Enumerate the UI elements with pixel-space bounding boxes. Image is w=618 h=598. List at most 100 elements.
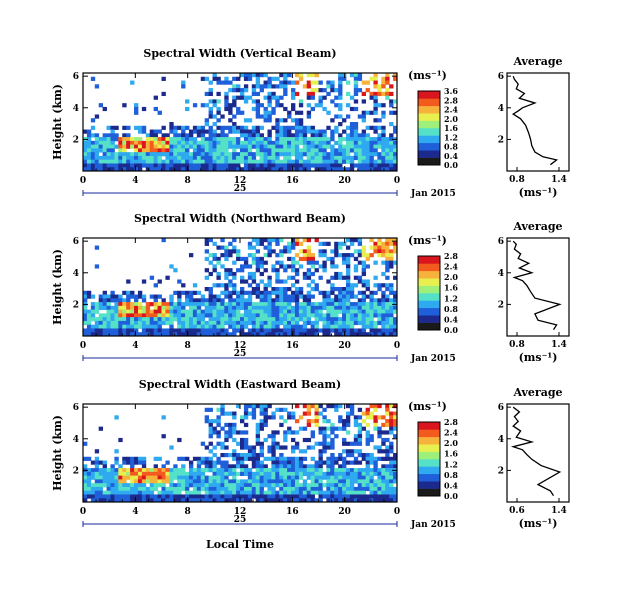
heatmap-cell	[294, 163, 300, 168]
heatmap-cell	[240, 468, 245, 473]
heatmap-cell	[322, 140, 327, 146]
heatmap-cell	[271, 490, 276, 495]
heatmap-cell	[130, 494, 135, 499]
heatmap-cell	[326, 483, 331, 488]
heatmap-cell	[228, 486, 233, 492]
heatmap-cell	[165, 144, 170, 149]
heatmap-cell	[192, 328, 198, 333]
heatmap-cell	[212, 445, 217, 450]
x-tick-label: 12	[234, 507, 247, 517]
heatmap-cell	[208, 114, 213, 119]
heatmap-cell	[118, 468, 123, 473]
colorbar-swatch	[418, 451, 440, 460]
heatmap-cell	[314, 464, 319, 469]
heatmap-cell	[188, 137, 194, 142]
heatmap-cell	[298, 163, 304, 168]
heatmap-cell	[220, 155, 225, 161]
heatmap-cell	[177, 144, 182, 149]
heatmap-cell	[149, 144, 155, 149]
heatmap-cell	[114, 486, 119, 492]
heatmap-cell	[204, 494, 210, 499]
heatmap-cell	[169, 152, 174, 157]
heatmap-cell	[145, 328, 151, 333]
heatmap-cell	[349, 238, 355, 243]
heatmap-cell	[157, 309, 162, 314]
heatmap-cell	[314, 302, 319, 307]
heatmap-cell	[330, 404, 335, 409]
heatmap-cell	[240, 294, 245, 299]
heatmap-cell	[349, 95, 355, 100]
heatmap-cell	[385, 294, 390, 299]
heatmap-cell	[283, 302, 288, 307]
heatmap-cell	[165, 328, 170, 333]
heatmap-cell	[228, 294, 233, 299]
heatmap-cell	[361, 479, 367, 484]
heatmap-cell	[169, 302, 174, 307]
heatmap-cell	[393, 475, 398, 480]
heatmap-cell	[251, 84, 257, 89]
heatmap-cell	[283, 245, 288, 250]
heatmap-cell	[385, 76, 390, 81]
heatmap-cell	[240, 437, 245, 443]
heatmap-cell	[236, 404, 241, 409]
heatmap-cell	[361, 328, 367, 333]
heatmap-cell	[338, 479, 343, 484]
heatmap-cell	[192, 332, 198, 337]
heatmap-cell	[381, 137, 386, 142]
heatmap-cell	[342, 159, 347, 164]
heatmap-cell	[153, 155, 158, 161]
heatmap-cell	[275, 290, 280, 295]
heatmap-cell	[240, 302, 245, 307]
heatmap-cell	[126, 332, 131, 337]
heatmap-cell	[389, 84, 394, 89]
heatmap-cell	[169, 155, 174, 161]
heatmap-cell	[330, 305, 335, 311]
heatmap-cell	[294, 253, 300, 258]
heatmap-cells	[83, 73, 398, 172]
heatmap-cell	[377, 494, 382, 499]
heatmap-cell	[291, 317, 296, 322]
heatmap-cell	[314, 80, 319, 85]
heatmap-cell	[161, 498, 166, 503]
heatmap-cell	[216, 441, 221, 446]
heatmap-cell	[342, 494, 347, 499]
heatmap-cell	[90, 498, 96, 503]
heatmap-cell	[153, 464, 158, 469]
heatmap-cell	[314, 155, 319, 161]
x-tick-label: 0	[80, 341, 86, 351]
heatmap-cell	[259, 88, 264, 93]
heatmap-cell	[345, 290, 351, 295]
heatmap-cell	[263, 437, 268, 443]
heatmap-cell	[353, 434, 359, 439]
heatmap-cell	[208, 88, 213, 93]
heatmap-cell	[314, 309, 319, 314]
heatmap-cell	[208, 125, 213, 130]
heatmap-cell	[255, 159, 261, 164]
heatmap-cell	[232, 245, 237, 250]
heatmap-cell	[204, 332, 210, 337]
heatmap-cell	[102, 475, 107, 480]
heatmap-cell	[259, 125, 264, 130]
heatmap-cell	[306, 471, 312, 477]
heatmap-cell	[385, 275, 390, 280]
heatmap-cell	[255, 475, 261, 480]
heatmap-cell	[385, 302, 390, 307]
heatmap-cell	[130, 290, 135, 295]
heatmap-cell	[200, 324, 206, 329]
heatmap-cell	[90, 163, 96, 168]
heatmap-cell	[322, 95, 327, 100]
heatmap-cell	[228, 106, 233, 112]
heatmap-cell	[271, 415, 276, 420]
heatmap-cell	[243, 260, 249, 265]
heatmap-cell	[118, 155, 123, 161]
heatmap-cell	[255, 302, 261, 307]
heatmap-cell	[259, 486, 264, 492]
x-tick-label: 16	[286, 341, 299, 351]
heatmap-cell	[310, 287, 315, 292]
heatmap-cell	[263, 110, 268, 115]
heatmap-cell	[314, 129, 319, 134]
heatmap-cell	[294, 475, 300, 480]
heatmap-cell	[369, 453, 374, 458]
heatmap-cell	[381, 249, 386, 254]
heatmap-cell	[389, 483, 394, 488]
